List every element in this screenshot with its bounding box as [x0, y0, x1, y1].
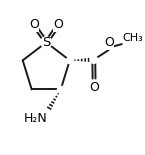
Text: O: O — [104, 36, 114, 49]
Text: O: O — [54, 18, 64, 31]
Circle shape — [90, 56, 97, 63]
Circle shape — [66, 57, 73, 64]
Text: O: O — [89, 81, 99, 94]
Text: S: S — [42, 36, 50, 49]
Circle shape — [58, 86, 64, 93]
Text: O: O — [29, 18, 39, 31]
Text: CH₃: CH₃ — [122, 33, 143, 43]
Text: H₂N: H₂N — [24, 112, 48, 125]
Circle shape — [41, 37, 52, 48]
